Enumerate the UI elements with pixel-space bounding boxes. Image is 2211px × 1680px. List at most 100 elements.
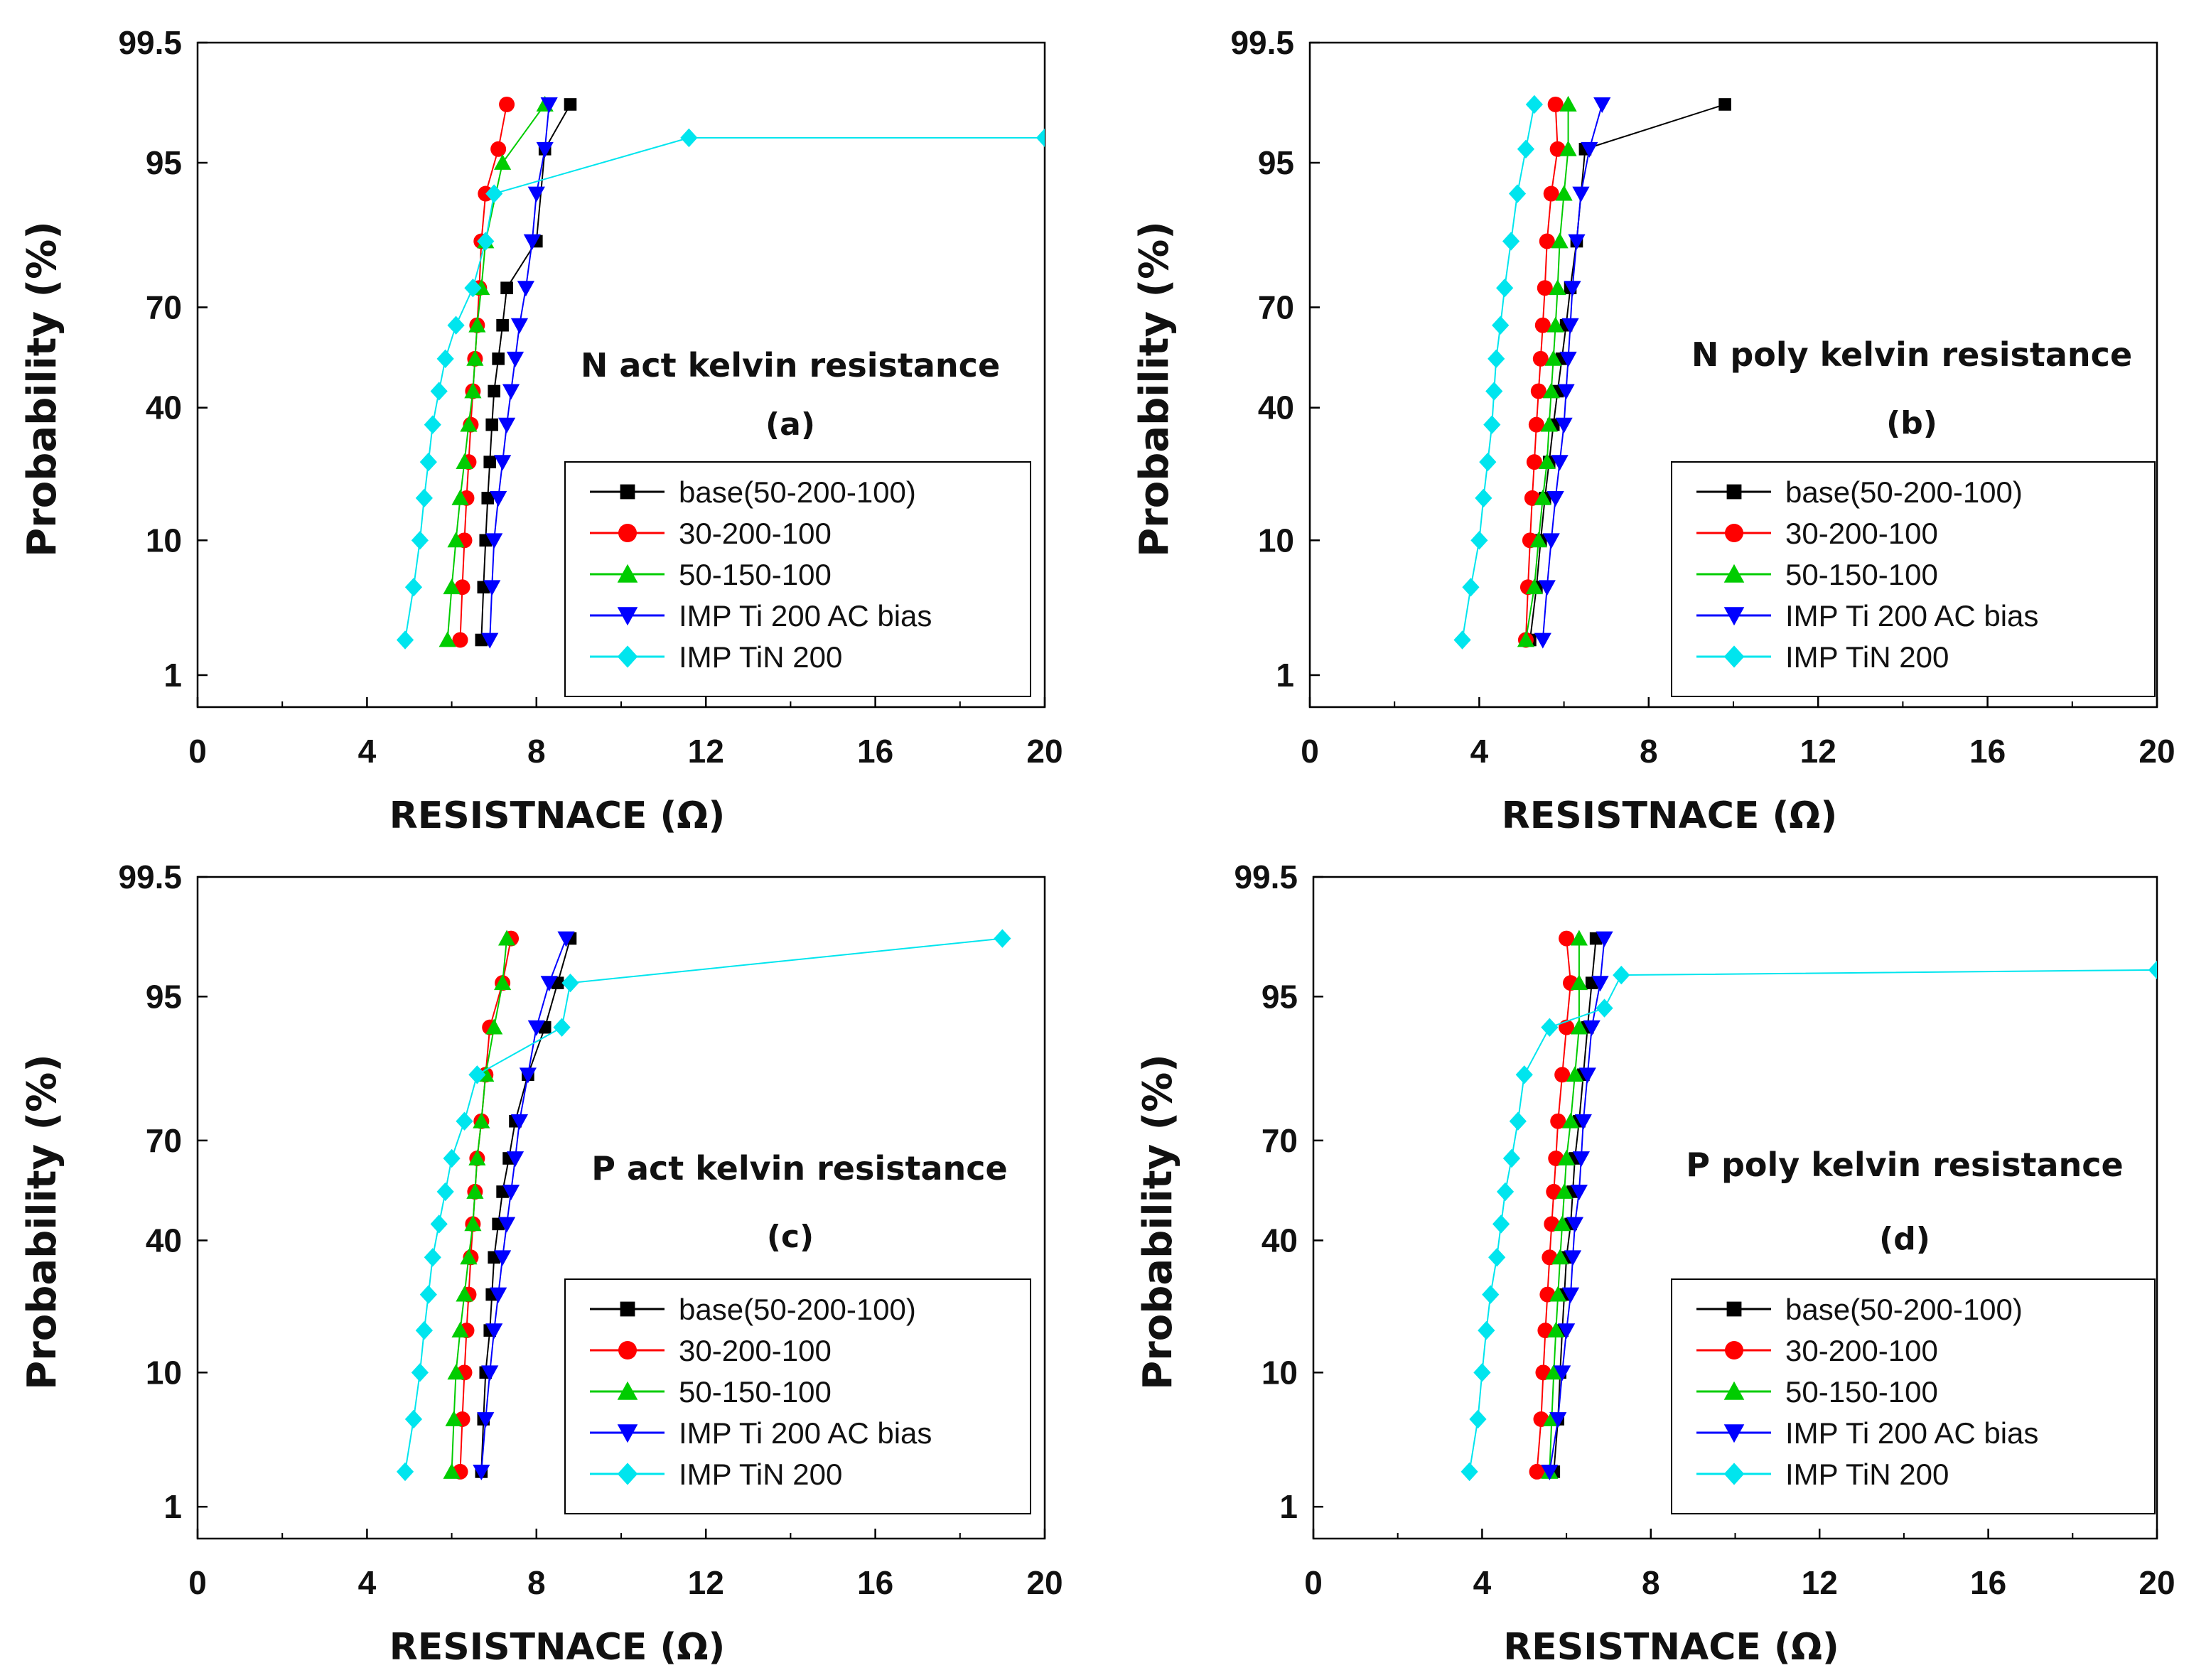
legend-item: 30-200-100 (590, 517, 832, 550)
legend: base(50-200-100) 30-200-100 50-150-100 IMP … (564, 1278, 1031, 1514)
legend-marker (1723, 607, 1745, 626)
x-tick-label: 20 (1026, 1564, 1063, 1601)
data-point (1534, 632, 1551, 649)
x-tick-label: 4 (358, 1564, 377, 1601)
data-point (488, 384, 500, 398)
data-point (1591, 976, 1609, 992)
series-tin (1460, 960, 2157, 1482)
data-point (1558, 1323, 1576, 1340)
legend-marker (1723, 564, 1745, 583)
x-tick-label: 16 (857, 733, 893, 770)
legend-marker (1723, 645, 1745, 668)
data-point (452, 632, 468, 648)
data-point (439, 631, 456, 647)
panel-annotation: P act kelvin resistance (591, 1149, 1008, 1188)
legend-label: base(50-200-100) (679, 1293, 916, 1326)
legend-label: IMP Ti 200 AC bias (1785, 1416, 2038, 1450)
x-axis-title: RESISTNACE (Ω) (389, 795, 726, 837)
data-point (1488, 349, 1505, 369)
legend-label: 30-200-100 (1785, 1334, 1938, 1367)
series-tin (1453, 95, 1543, 650)
data-point (485, 1323, 503, 1340)
y-tick-label: 40 (146, 1222, 182, 1259)
legend-marker (618, 524, 637, 542)
data-point (1543, 185, 1559, 202)
x-axis-title: RESISTNACE (Ω) (1503, 1626, 1839, 1669)
chart-panel-d: 0 4 8 12 16 20 1 10 40 70 95 99.5 RESISTNACE (Ω) Prob… (1135, 858, 2175, 1669)
legend: base(50-200-100) 30-200-100 50-150-100 IMP … (1671, 461, 2156, 697)
data-point (1537, 280, 1553, 296)
data-point (1551, 232, 1569, 249)
data-point (466, 350, 484, 366)
data-point (490, 490, 507, 507)
y-tick-label: 99.5 (118, 858, 182, 895)
legend-item: IMP TiN 200 (1696, 640, 1949, 674)
y-tick-label: 70 (1258, 289, 1294, 325)
y-tick-label: 10 (1258, 522, 1294, 559)
data-point (1551, 455, 1569, 471)
data-point (497, 1217, 516, 1233)
data-point (447, 316, 465, 335)
series-ti (1534, 97, 1611, 649)
chart-panel-b: 0 4 8 12 16 20 1 10 40 70 95 99.5 RESISTNACE (Ω) Prob… (1131, 24, 2175, 837)
data-layer (396, 929, 1011, 1482)
data-layer (1460, 930, 2157, 1482)
data-point (481, 492, 495, 505)
data-point (994, 929, 1011, 948)
legend-label: 30-200-100 (1785, 517, 1938, 550)
x-tick-label: 16 (1969, 733, 2006, 770)
x-tick-label: 12 (1800, 733, 1836, 770)
data-point (1555, 417, 1573, 434)
chart-panel-a: 0 4 8 12 16 20 1 10 40 70 95 99.5 RESISTNACE (Ω) Prob… (19, 24, 1063, 837)
data-point (1547, 1322, 1565, 1338)
data-point (494, 1250, 512, 1266)
data-point (1570, 1185, 1588, 1201)
data-point (1549, 1412, 1567, 1428)
data-point (1035, 128, 1045, 148)
data-point (1526, 454, 1542, 470)
y-tick-label: 10 (146, 522, 182, 559)
y-tick-label: 1 (163, 657, 182, 694)
y-tick-label: 95 (146, 978, 182, 1015)
data-point (519, 1067, 537, 1084)
series-s50 (1517, 95, 1577, 647)
x-tick-label: 8 (527, 1564, 546, 1601)
x-tick-label: 12 (688, 1564, 724, 1601)
legend-label: IMP TiN 200 (679, 1458, 842, 1491)
series-s50 (1541, 930, 1588, 1479)
legend-label: 50-150-100 (1785, 1375, 1938, 1409)
y-tick-label: 95 (1261, 978, 1298, 1015)
data-point (1525, 578, 1543, 595)
legend-label: IMP TiN 200 (1785, 640, 1949, 674)
data-point (464, 278, 482, 298)
data-point (1538, 453, 1556, 470)
y-tick-label: 99.5 (1234, 858, 1298, 895)
data-point (1559, 95, 1577, 112)
data-point (1578, 1067, 1596, 1084)
data-point (1583, 1020, 1601, 1036)
series-line (451, 938, 508, 1472)
data-point (1572, 186, 1590, 203)
x-tick-label: 8 (527, 733, 546, 770)
x-axis-title: RESISTNACE (Ω) (389, 1626, 726, 1669)
y-tick-label: 70 (1261, 1122, 1298, 1159)
data-point (1554, 1215, 1571, 1232)
data-point (536, 141, 554, 158)
series-line (1524, 104, 1569, 640)
data-point (1550, 1113, 1566, 1129)
data-point (1541, 1018, 1559, 1037)
legend-label: 50-150-100 (679, 558, 832, 591)
data-point (1556, 1183, 1573, 1199)
legend-item: base(50-200-100) (1696, 1293, 2023, 1326)
legend-marker (620, 484, 635, 500)
data-point (419, 1285, 437, 1304)
data-point (1532, 350, 1549, 367)
data-point (460, 416, 478, 432)
data-point (1539, 233, 1555, 249)
data-point (1561, 1287, 1580, 1303)
data-point (527, 1020, 545, 1036)
data-point (1559, 930, 1575, 947)
data-point (1529, 1463, 1545, 1480)
data-point (494, 154, 512, 170)
data-point (464, 1215, 482, 1232)
